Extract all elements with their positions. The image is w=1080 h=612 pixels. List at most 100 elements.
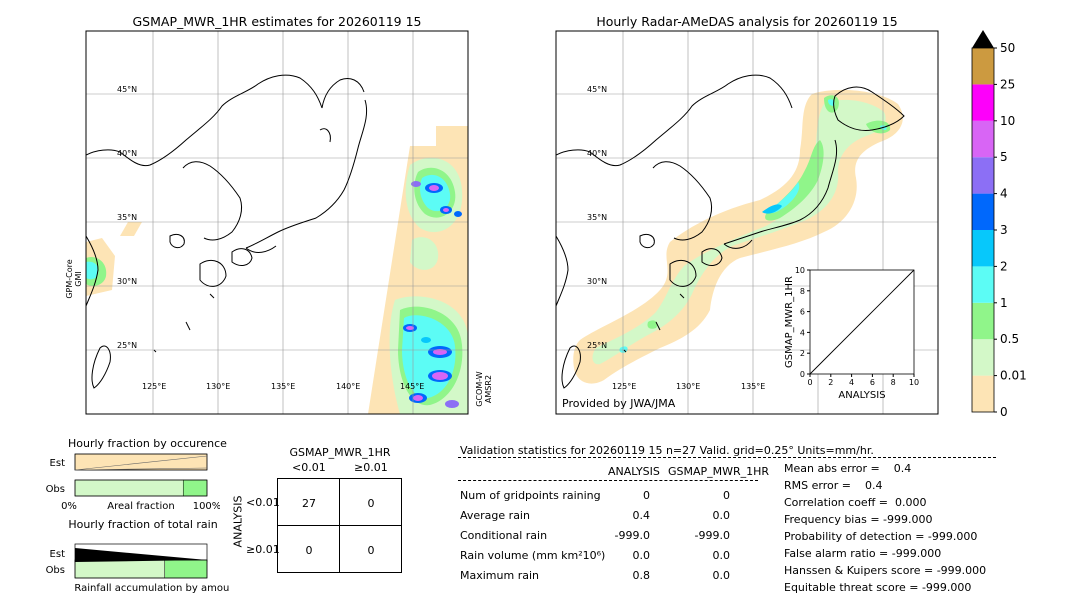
validation-score: Equitable threat score = -999.000: [784, 581, 972, 594]
occurrence-title: Hourly fraction by occurence: [68, 437, 227, 450]
validation-row-analysis: 0.0: [632, 549, 651, 562]
contingency-cell: 0: [367, 544, 375, 557]
fraction-bar-frame: [74, 453, 208, 471]
right-lat-label-35: 35°N: [587, 213, 608, 222]
contingency-cell: 0: [367, 497, 375, 510]
left-lat-label-45: 45°N: [117, 85, 138, 94]
contingency-grid: [277, 478, 402, 573]
colorbar-label: 50: [1000, 41, 1015, 55]
validation-score: Hanssen & Kuipers score = -999.000: [784, 564, 987, 577]
colorbar-label: 0.5: [1000, 332, 1019, 346]
scatter-y-tick-label: 6: [800, 308, 805, 317]
scatter-x-tick-label: 0: [807, 378, 812, 387]
contingency-row-ge: ≥0.01: [246, 543, 280, 556]
fraction-bar-frame: [74, 479, 208, 497]
colorbar-label: 25: [1000, 77, 1015, 91]
right-lat-label-25: 25°N: [587, 341, 608, 350]
left-lat-label-35: 35°N: [117, 213, 138, 222]
left-lon-label-145: 145°E: [400, 382, 425, 391]
validation-header: Validation statistics for 20260119 15 n=…: [460, 444, 874, 457]
left-map-title: GSMAP_MWR_1HR estimates for 20260119 15: [132, 14, 422, 29]
colorbar-extend-arrow: [972, 30, 994, 48]
left-lon-label-140: 140°E: [336, 382, 361, 391]
fraction-x-tick-label: 0%: [61, 501, 77, 512]
left-lon-label-130: 130°E: [206, 382, 231, 391]
contingency-cell: 0: [305, 544, 313, 557]
inset-scatter-plot: 00 2 2 4 4 6 6 8 8 10 10 ANALYSIS GSMAP_MWR_1HR: [784, 266, 919, 401]
fraction-x-label: Areal fraction: [107, 501, 174, 512]
validation-score: Mean abs error = 0.4: [784, 462, 912, 475]
occurrence-bar-chart: Est Obs 0% 100% Areal fraction: [46, 453, 220, 512]
scatter-x-tick-label: 6: [870, 378, 875, 387]
validation-row-label: Conditional rain: [460, 529, 548, 542]
validation-table-divider: [458, 480, 758, 481]
validation-divider: [458, 457, 996, 458]
fraction-connector: [74, 455, 208, 471]
colorbar-segment: [972, 266, 994, 303]
fraction-category-label: Obs: [46, 484, 65, 495]
right-map-frame: [555, 30, 939, 415]
contingency-cell: 27: [302, 497, 316, 510]
total-rain-title: Hourly fraction of total rain: [68, 518, 218, 531]
left-lat-label-25: 25°N: [117, 341, 138, 350]
scatter-x-tick-label: 8: [891, 378, 896, 387]
scatter-y-tick-label: 4: [800, 328, 805, 337]
right-lat-label-30: 30°N: [587, 277, 608, 286]
right-map-title: Hourly Radar-AMeDAS analysis for 2026011…: [596, 14, 898, 29]
colorbar-label: 3: [1000, 223, 1008, 237]
scatter-y-label: GSMAP_MWR_1HR: [784, 276, 795, 368]
validation-row-analysis: 0.8: [632, 569, 651, 582]
colorbar: 0 0.01 0.5 1 2 3 4 5 10 25 50: [971, 30, 1027, 419]
left-lon-label-125: 125°E: [142, 382, 167, 391]
validation-score: Probability of detection = -999.000: [784, 530, 978, 543]
left-map-frame: [85, 30, 469, 415]
scatter-x-label: ANALYSIS: [838, 390, 885, 401]
fraction-bar-segment: [74, 559, 166, 579]
right-lon-label-130: 130°E: [676, 382, 701, 391]
colorbar-segment: [972, 302, 994, 340]
contingency-col-lt: <0.01: [292, 461, 326, 474]
validation-row-gsmap: -999.0: [694, 529, 730, 542]
colorbar-segment: [972, 339, 994, 376]
validation-row-label: Average rain: [460, 509, 530, 522]
left-satellite-label-line2: GMI: [74, 271, 83, 287]
validation-row-gsmap: 0.0: [712, 569, 731, 582]
left-lon-label-135: 135°E: [271, 382, 296, 391]
colorbar-label: 1: [1000, 296, 1008, 310]
validation-row-label: Num of gridpoints raining: [460, 489, 601, 502]
colorbar-segment: [972, 375, 994, 412]
validation-row-gsmap: 0: [723, 489, 730, 502]
colorbar-label: 5: [1000, 150, 1008, 164]
colorbar-segment: [972, 84, 994, 121]
data-credit: Provided by JWA/JMA: [562, 397, 676, 410]
left-satellite-label: GPM-Core GMI: [65, 259, 83, 299]
left-lat-label-40: 40°N: [117, 149, 138, 158]
colorbar-label: 0: [1000, 405, 1008, 419]
validation-col-analysis: ANALYSIS: [608, 465, 660, 478]
fraction-category-label: Est: [50, 458, 66, 469]
scatter-y-tick-label: 10: [795, 266, 805, 275]
fraction-category-label: Obs: [46, 565, 65, 576]
colorbar-label: 10: [1000, 114, 1015, 128]
contingency-row-lt: <0.01: [246, 496, 280, 509]
colorbar-label: 0.01: [1000, 369, 1027, 383]
validation-col-gsmap: GSMAP_MWR_1HR: [668, 465, 770, 478]
scatter-x-tick-label: 10: [909, 378, 919, 387]
validation-row-label: Rain volume (mm km²10⁶): [460, 549, 606, 562]
right-map-coastline: [556, 74, 905, 389]
validation-row-gsmap: 0.0: [712, 549, 731, 562]
scatter-y-tick-label: 8: [800, 287, 805, 296]
validation-row-analysis: 0: [643, 489, 650, 502]
scatter-x-tick-label: 2: [828, 378, 833, 387]
left-satellite-label-line1: GPM-Core: [65, 259, 74, 299]
left-lat-label-30: 30°N: [117, 277, 138, 286]
total-rain-bar-chart: Est Obs Rainfall accumulation by amount: [46, 543, 230, 594]
colorbar-label: 2: [1000, 259, 1008, 273]
right-lon-label-135: 135°E: [741, 382, 766, 391]
contingency-col-ge: ≥0.01: [354, 461, 388, 474]
fraction-wedge: [75, 548, 207, 562]
left-map-grid: [86, 31, 468, 414]
colorbar-segment: [972, 48, 994, 85]
validation-row-analysis: -999.0: [614, 529, 650, 542]
